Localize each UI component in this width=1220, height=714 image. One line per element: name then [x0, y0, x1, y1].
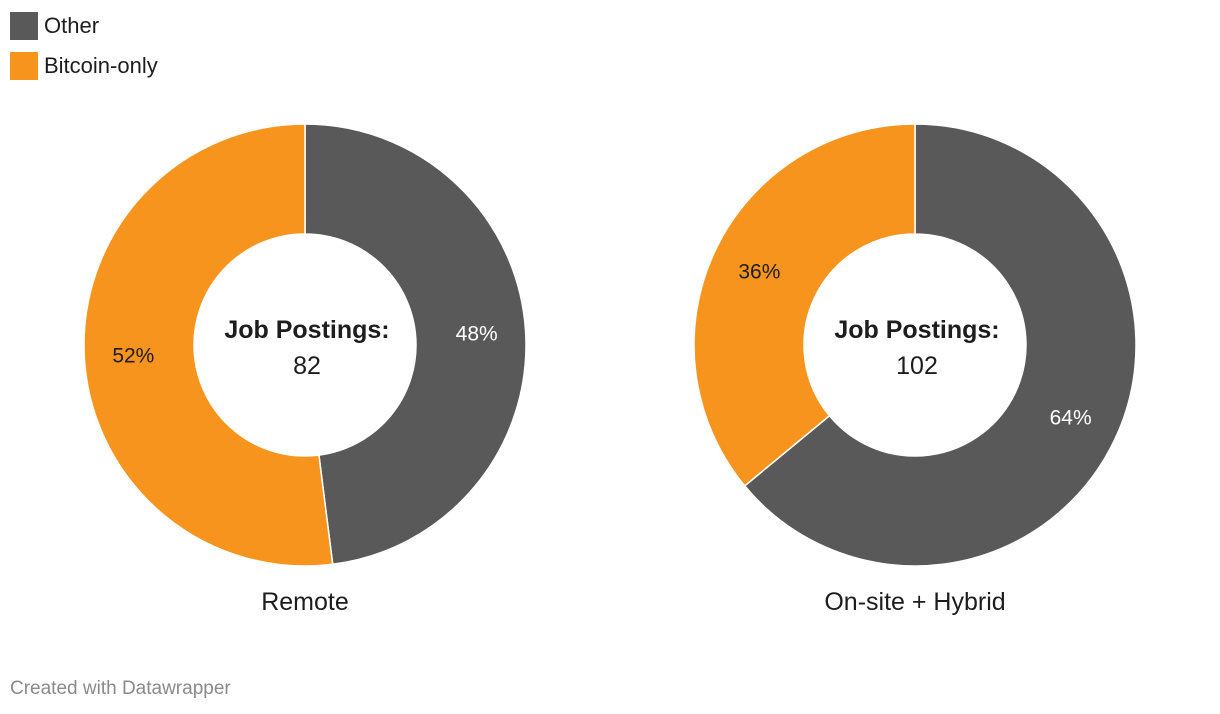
center-value-on-site-hybrid: 102	[896, 352, 938, 380]
slice-on-site-hybrid-bitcoin-only	[693, 123, 916, 487]
legend: Other Bitcoin-only	[10, 12, 158, 92]
legend-swatch-other	[10, 12, 38, 40]
slice-label-on-site-hybrid-bitcoin-only: 36%	[738, 260, 780, 283]
slice-label-remote-bitcoin-only: 52%	[112, 344, 154, 367]
chart-title-remote: Remote	[261, 588, 349, 616]
legend-item-bitcoin-only: Bitcoin-only	[10, 52, 158, 80]
legend-label-bitcoin-only: Bitcoin-only	[44, 53, 158, 78]
slice-remote-bitcoin-only	[83, 123, 334, 567]
center-label-on-site-hybrid: Job Postings:	[834, 316, 999, 344]
center-value-remote: 82	[293, 352, 321, 380]
legend-item-other: Other	[10, 12, 158, 40]
center-label-remote: Job Postings:	[224, 316, 389, 344]
legend-label-other: Other	[44, 13, 100, 38]
chart-title-on-site-hybrid: On-site + Hybrid	[824, 588, 1005, 616]
slice-label-on-site-hybrid-other: 64%	[1050, 407, 1092, 430]
legend-swatch-bitcoin-only	[10, 52, 38, 80]
slice-remote-other	[304, 123, 527, 566]
slice-label-remote-other: 48%	[456, 323, 498, 346]
slice-on-site-hybrid-other	[743, 123, 1137, 567]
footer-credit: Created with Datawrapper	[10, 678, 231, 699]
